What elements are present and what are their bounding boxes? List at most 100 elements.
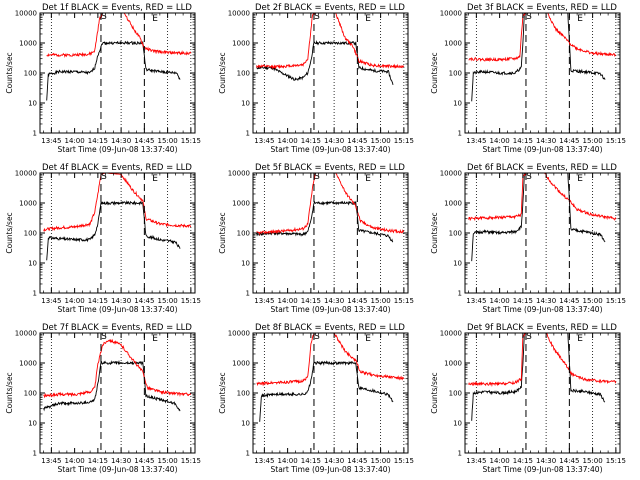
plot-frame bbox=[464, 332, 621, 454]
lld-series-line bbox=[43, 338, 192, 399]
x-tick-label: 15:00 bbox=[158, 297, 178, 305]
y-axis-label: Counts/sec bbox=[218, 212, 227, 253]
x-tick-label: 15:15 bbox=[181, 297, 201, 305]
y-tick-label: 1000 bbox=[232, 200, 250, 208]
y-tick-label: 10 bbox=[28, 100, 37, 108]
x-axis-label: Start Time (09-Jun-08 13:37:40) bbox=[271, 305, 391, 314]
y-tick-label: 1 bbox=[246, 450, 250, 458]
y-tick-label: 100 bbox=[237, 70, 250, 78]
y-tick-label: 10 bbox=[28, 260, 37, 268]
end-marker: E bbox=[152, 174, 158, 184]
y-tick-label: 100 bbox=[24, 230, 37, 238]
start-marker: S bbox=[101, 332, 107, 342]
y-tick-label: 10 bbox=[28, 420, 37, 428]
events-series-line bbox=[259, 360, 394, 422]
lld-series-line bbox=[43, 173, 192, 233]
x-axis-label: Start Time (09-Jun-08 13:37:40) bbox=[58, 305, 178, 314]
x-axis-label: Start Time (09-Jun-08 13:37:40) bbox=[483, 465, 603, 474]
events-series-line bbox=[46, 200, 181, 261]
x-tick-label: 13:45 bbox=[466, 457, 486, 465]
plot-frame bbox=[464, 12, 621, 134]
y-tick-label: 1 bbox=[458, 450, 462, 458]
x-tick-label: 14:30 bbox=[111, 137, 131, 145]
start-marker: S bbox=[101, 12, 107, 22]
end-marker: E bbox=[577, 174, 583, 184]
lld-series-line bbox=[46, 13, 192, 59]
y-tick-label: 1000 bbox=[444, 200, 462, 208]
x-axis-label: Start Time (09-Jun-08 13:37:40) bbox=[271, 465, 391, 474]
y-tick-label: 10000 bbox=[440, 170, 462, 178]
y-tick-label: 1000 bbox=[232, 360, 250, 368]
x-tick-label: 13:45 bbox=[254, 297, 274, 305]
y-tick-label: 1000 bbox=[444, 360, 462, 368]
y-axis-label: Counts/sec bbox=[5, 212, 14, 253]
x-tick-label: 15:00 bbox=[583, 137, 603, 145]
y-tick-label: 10 bbox=[241, 420, 250, 428]
x-tick-label: 14:30 bbox=[536, 137, 556, 145]
y-tick-label: 1000 bbox=[19, 200, 37, 208]
y-axis-label: Counts/sec bbox=[430, 372, 439, 413]
x-tick-label: 15:15 bbox=[606, 137, 626, 145]
end-marker: E bbox=[365, 334, 371, 344]
x-tick-label: 15:00 bbox=[158, 137, 178, 145]
x-tick-label: 15:15 bbox=[181, 137, 201, 145]
x-tick-label: 14:30 bbox=[324, 457, 344, 465]
x-tick-label: 13:45 bbox=[254, 457, 274, 465]
y-tick-label: 10 bbox=[453, 420, 462, 428]
chart-title: Det 7f BLACK = Events, RED = LLD bbox=[42, 323, 192, 333]
events-series-line bbox=[471, 333, 606, 421]
x-tick-label: 15:15 bbox=[606, 457, 626, 465]
x-tick-label: 14:30 bbox=[536, 297, 556, 305]
x-tick-label: 14:45 bbox=[134, 457, 154, 465]
x-tick-label: 14:15 bbox=[513, 457, 533, 465]
end-marker: E bbox=[365, 174, 371, 184]
x-tick-label: 15:00 bbox=[158, 457, 178, 465]
x-tick-label: 15:00 bbox=[371, 137, 391, 145]
lld-series-line bbox=[468, 13, 617, 62]
y-tick-label: 1 bbox=[33, 450, 37, 458]
x-tick-label: 14:45 bbox=[559, 297, 579, 305]
x-tick-label: 15:00 bbox=[583, 297, 603, 305]
y-tick-label: 1000 bbox=[19, 360, 37, 368]
chart-panel: Det 6f BLACK = Events, RED = LLD Counts/s… bbox=[430, 163, 626, 314]
x-tick-label: 13:45 bbox=[41, 457, 61, 465]
x-tick-label: 15:00 bbox=[583, 457, 603, 465]
x-axis-label: Start Time (09-Jun-08 13:37:40) bbox=[58, 145, 178, 154]
start-marker: S bbox=[526, 12, 532, 22]
x-tick-label: 14:15 bbox=[88, 457, 108, 465]
y-tick-label: 1000 bbox=[232, 40, 250, 48]
x-tick-label: 13:45 bbox=[466, 137, 486, 145]
events-series-line bbox=[43, 359, 181, 412]
events-series-line bbox=[256, 200, 394, 243]
x-tick-label: 14:00 bbox=[490, 297, 510, 305]
y-tick-label: 100 bbox=[449, 70, 462, 78]
x-tick-label: 14:15 bbox=[301, 457, 321, 465]
x-tick-label: 14:00 bbox=[65, 297, 85, 305]
x-tick-label: 15:15 bbox=[606, 297, 626, 305]
start-marker: S bbox=[101, 172, 107, 182]
start-marker: S bbox=[314, 332, 320, 342]
x-tick-label: 14:00 bbox=[65, 137, 85, 145]
x-tick-label: 14:30 bbox=[536, 457, 556, 465]
x-tick-label: 14:00 bbox=[490, 137, 510, 145]
y-tick-label: 10000 bbox=[228, 10, 250, 18]
x-tick-label: 14:45 bbox=[559, 137, 579, 145]
x-tick-label: 14:45 bbox=[559, 457, 579, 465]
y-tick-label: 1 bbox=[33, 290, 37, 298]
y-tick-label: 1 bbox=[246, 130, 250, 138]
chart-title: Det 1f BLACK = Events, RED = LLD bbox=[42, 3, 192, 13]
y-tick-label: 1 bbox=[246, 290, 250, 298]
chart-title: Det 2f BLACK = Events, RED = LLD bbox=[255, 3, 405, 13]
events-series-line bbox=[471, 173, 606, 262]
lld-series-line bbox=[468, 333, 617, 387]
chart-title: Det 3f BLACK = Events, RED = LLD bbox=[467, 3, 617, 13]
x-tick-label: 13:45 bbox=[466, 297, 486, 305]
events-series-line bbox=[46, 40, 181, 101]
x-tick-label: 14:15 bbox=[301, 297, 321, 305]
x-tick-label: 14:00 bbox=[278, 297, 298, 305]
chart-panel: Det 3f BLACK = Events, RED = LLD Counts/s… bbox=[430, 3, 626, 154]
x-tick-label: 14:00 bbox=[490, 457, 510, 465]
chart-panel: Det 5f BLACK = Events, RED = LLD Counts/s… bbox=[218, 163, 414, 314]
x-tick-label: 14:00 bbox=[278, 137, 298, 145]
x-tick-label: 13:45 bbox=[41, 137, 61, 145]
